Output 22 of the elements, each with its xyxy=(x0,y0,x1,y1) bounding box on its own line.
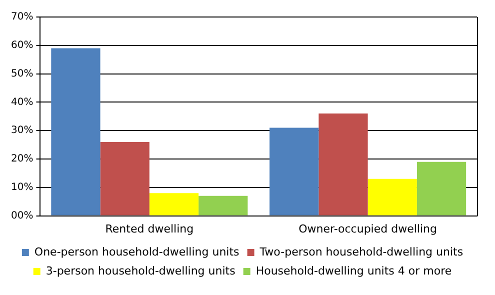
legend-label: Two-person household-dwelling units xyxy=(258,245,464,258)
y-tick-label: 50% xyxy=(10,68,34,80)
legend-label: One-person household-dwelling units xyxy=(34,245,240,258)
legend-label: 3-person household-dwelling units xyxy=(46,264,236,278)
bar xyxy=(51,48,100,216)
bar xyxy=(198,196,248,216)
y-tick-label: 70% xyxy=(10,12,34,23)
bar xyxy=(270,128,319,216)
y-tick-label: 60% xyxy=(10,40,34,51)
y-tick-label: 40% xyxy=(10,96,34,108)
y-tick-label: 10% xyxy=(10,182,34,193)
x-tick-label: Owner-occupied dwelling xyxy=(298,222,437,236)
bar xyxy=(416,162,466,216)
bar xyxy=(100,142,150,216)
y-tick-label: 30% xyxy=(10,125,34,136)
bar xyxy=(149,193,199,216)
x-tick-label: Rented dwelling xyxy=(105,222,194,236)
y-tick-label: 20% xyxy=(10,154,34,165)
legend-label: Household-dwelling units 4 or more xyxy=(256,264,452,278)
bar xyxy=(368,178,417,216)
bar xyxy=(318,114,368,216)
y-tick-label: 00% xyxy=(10,210,34,222)
